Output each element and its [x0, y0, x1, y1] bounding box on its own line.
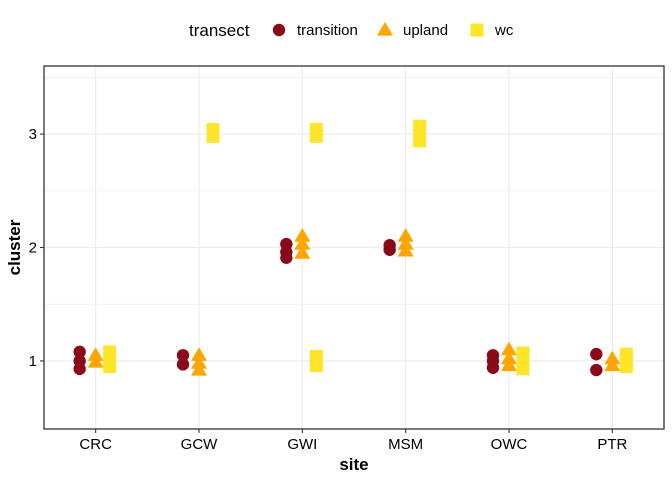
data-point-transition — [590, 347, 603, 361]
data-point-wc — [619, 360, 633, 374]
legend: transect transition upland wc — [189, 21, 514, 40]
legend-key-wc — [470, 23, 484, 37]
y-tick-label: 3 — [29, 126, 37, 143]
data-point-upland — [191, 362, 207, 376]
data-point-wc — [103, 360, 117, 374]
data-point-transition — [280, 251, 293, 264]
data-point-upland — [397, 242, 414, 257]
data-point-wc — [309, 358, 323, 372]
data-point-transition — [590, 363, 603, 377]
legend-key-transition — [272, 23, 286, 37]
x-tick-label: PTR — [597, 436, 627, 453]
data-point-upland — [501, 357, 517, 372]
data-point-upland — [397, 236, 414, 250]
data-point-transition — [176, 358, 190, 371]
data-points — [73, 119, 633, 377]
data-point-upland — [191, 355, 207, 369]
data-point-wc — [516, 362, 530, 376]
data-point-wc — [413, 134, 427, 148]
x-tick-label: GCW — [181, 436, 219, 453]
data-point-transition — [486, 361, 500, 374]
data-point-upland — [87, 354, 104, 368]
data-point-upland — [191, 347, 207, 361]
legend-key-upland — [377, 22, 393, 36]
data-point-upland — [397, 228, 414, 242]
data-point-transition — [383, 243, 396, 256]
data-point-transition — [73, 345, 86, 359]
legend-label-transition: transition — [297, 22, 358, 39]
x-tick-label: CRC — [79, 436, 112, 453]
grid — [44, 66, 664, 429]
y-axis-title: cluster — [5, 219, 24, 275]
data-point-upland — [294, 236, 311, 250]
axes: CRC GCW GWI MSM OWC PTR 1 2 3 — [29, 126, 628, 453]
data-point-upland — [87, 347, 104, 361]
x-tick-label: GWI — [287, 436, 317, 453]
data-point-transition — [73, 362, 86, 376]
data-point-wc — [309, 129, 323, 143]
data-point-upland — [501, 341, 517, 356]
data-point-wc — [206, 129, 220, 143]
x-axis-title: site — [339, 455, 368, 474]
data-point-upland — [604, 350, 621, 365]
y-tick-label: 1 — [29, 353, 37, 370]
data-point-upland — [501, 350, 517, 365]
data-point-upland — [294, 245, 311, 259]
data-point-upland — [294, 228, 311, 242]
legend-label-upland: upland — [403, 22, 448, 39]
data-point-upland — [604, 357, 621, 372]
legend-title: transect — [189, 21, 250, 40]
x-tick-label: MSM — [388, 436, 423, 453]
legend-label-wc: wc — [494, 22, 514, 39]
y-tick-label: 2 — [29, 240, 37, 257]
data-point-transition — [176, 349, 190, 362]
x-tick-label: OWC — [491, 436, 528, 453]
